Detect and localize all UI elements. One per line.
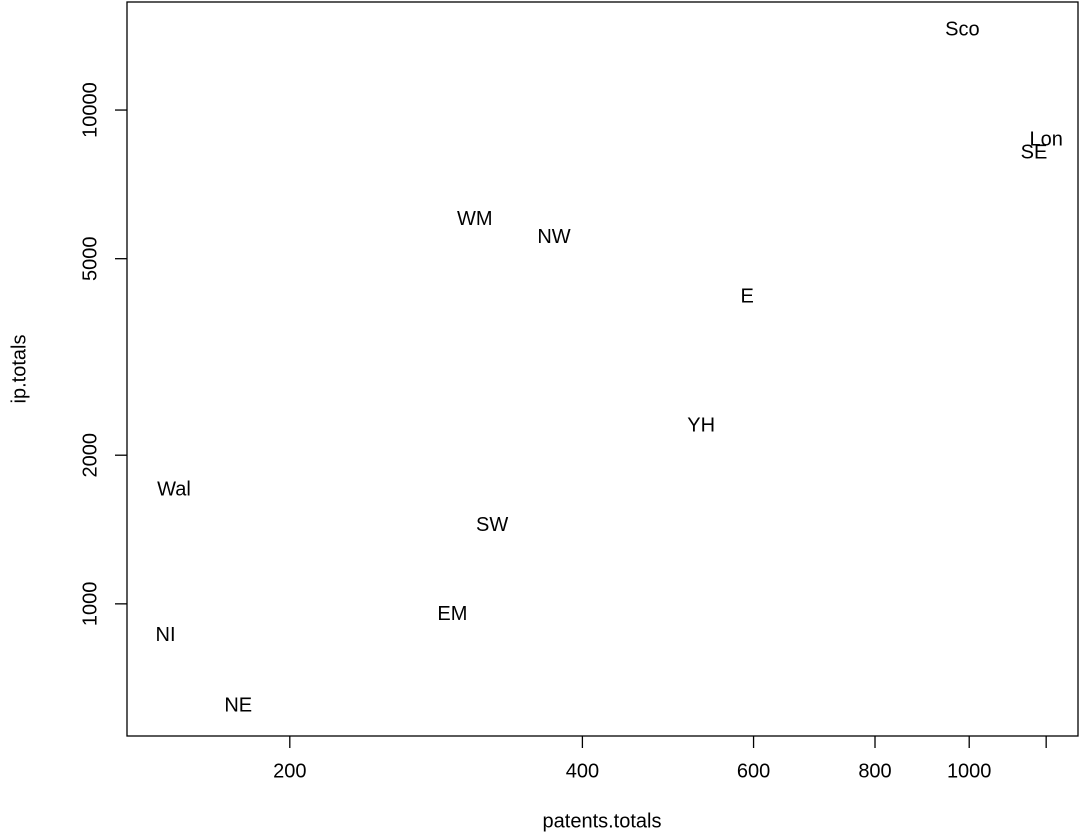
y-axis-label: ip.totals (8, 335, 30, 404)
y-tick-label: 1000 (79, 582, 101, 627)
x-tick-label: 200 (273, 760, 306, 782)
y-tick-label: 5000 (79, 236, 101, 281)
point-label: SW (476, 514, 508, 536)
y-tick-label: 10000 (79, 82, 101, 138)
point-label: EM (437, 603, 467, 625)
point-label: NI (156, 624, 176, 646)
y-tick-label: 2000 (79, 433, 101, 478)
x-tick-label: 600 (737, 760, 770, 782)
point-label: NE (224, 695, 252, 717)
point-label: Sco (945, 18, 979, 40)
point-label: Wal (157, 478, 191, 500)
x-tick-label: 400 (566, 760, 599, 782)
point-label: Lon (1029, 128, 1062, 150)
point-label: YH (687, 414, 715, 436)
plot-frame (126, 1, 1079, 737)
x-tick-label: 1000 (947, 760, 992, 782)
point-label: E (741, 285, 754, 307)
x-axis-label: patents.totals (543, 810, 662, 832)
point-label: SE (1021, 141, 1048, 163)
point-label: WM (457, 208, 493, 230)
x-tick-label: 800 (858, 760, 891, 782)
point-label: NW (537, 226, 570, 248)
